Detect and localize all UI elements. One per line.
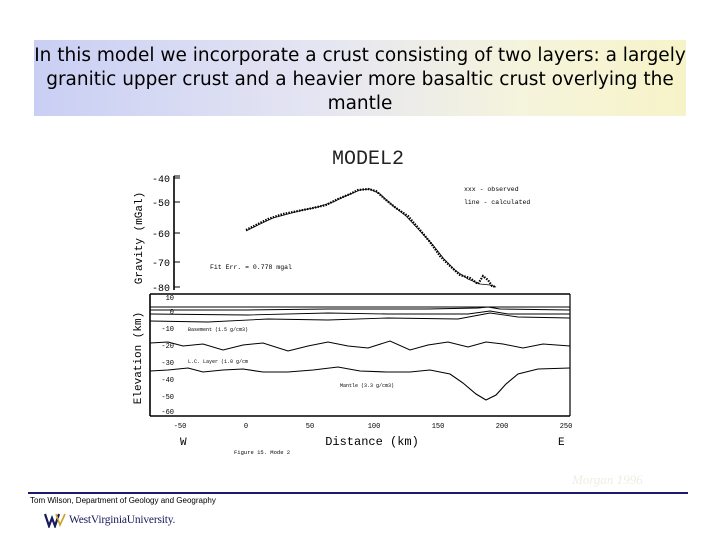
surface-topography: [150, 306, 571, 311]
footer-rule: [28, 492, 688, 494]
gravity-tick-label: -40: [152, 175, 170, 186]
elev-tick-label: -50: [161, 394, 174, 402]
slide-title: In this model we incorporate a crust con…: [34, 45, 686, 114]
x-tick-label: 50: [306, 423, 314, 431]
gravity-tick-label: -70: [152, 259, 170, 270]
x-tick-label: 0: [244, 423, 248, 431]
basement-top: [149, 310, 570, 316]
gravity-ticks: [174, 177, 180, 288]
x-tick-label: 200: [496, 423, 509, 431]
model-title: MODEL2: [332, 148, 404, 171]
layer-basement-label: Basement (1.5 g/cm3): [188, 327, 248, 333]
west-label: W: [180, 437, 187, 449]
x-tick-label: 100: [368, 423, 381, 431]
x-tick-label: 150: [432, 423, 445, 431]
fit-error-label: Fit Err. = 0.778 mgal: [210, 264, 292, 271]
title-box: In this model we incorporate a crust con…: [34, 40, 686, 116]
gravity-model-figure: MODEL2 -40 -50 -60 -70 -80 Gravity (mGal…: [133, 148, 573, 456]
gravity-tick-label: -50: [152, 199, 170, 210]
upper-crust-boundary: [149, 340, 571, 352]
moho-boundary: [149, 366, 571, 401]
elev-tick-label: -10: [161, 326, 174, 334]
east-label: E: [558, 437, 565, 449]
elev-tick-label: -20: [161, 343, 174, 351]
basement-bottom: [149, 312, 571, 323]
gravity-tick-label: -80: [152, 284, 170, 295]
layer-mantle-label: Mantle (3.3 g/cm3): [340, 383, 394, 389]
x-axis-label: Distance (km): [325, 435, 419, 449]
elev-tick-label: -60: [161, 409, 174, 417]
wvu-wordmark: WestVirginiaUniversity.: [69, 514, 176, 526]
wvu-logo: WestVirginiaUniversity.: [44, 510, 175, 530]
x-tick-label: -50: [174, 423, 187, 431]
legend-observed: xxx - observed: [464, 186, 519, 193]
gravity-y-label: Gravity (mGal): [134, 192, 146, 284]
gravity-tick-label: -60: [152, 230, 170, 241]
elev-tick-label: -30: [161, 360, 174, 368]
elev-tick-label: 0: [170, 309, 174, 317]
legend-calculated: line - calculated: [464, 199, 530, 206]
elev-tick-label: -40: [161, 377, 174, 385]
credit-ghost-text: Morgan 1996: [572, 472, 643, 487]
layer-lc-label: L.C. Layer (1.0 g/cm: [188, 359, 248, 365]
flying-wv-icon: [44, 513, 66, 528]
x-tick-label: 250: [560, 423, 573, 431]
elev-tick-label: 10: [166, 295, 174, 303]
calculated-gravity-curve: [245, 188, 497, 288]
footer-credit: Tom Wilson, Department of Geology and Ge…: [30, 496, 216, 505]
elevation-y-label: Elevation (km): [133, 312, 145, 404]
figure-caption: Figure 15. Mode 2: [234, 449, 290, 456]
